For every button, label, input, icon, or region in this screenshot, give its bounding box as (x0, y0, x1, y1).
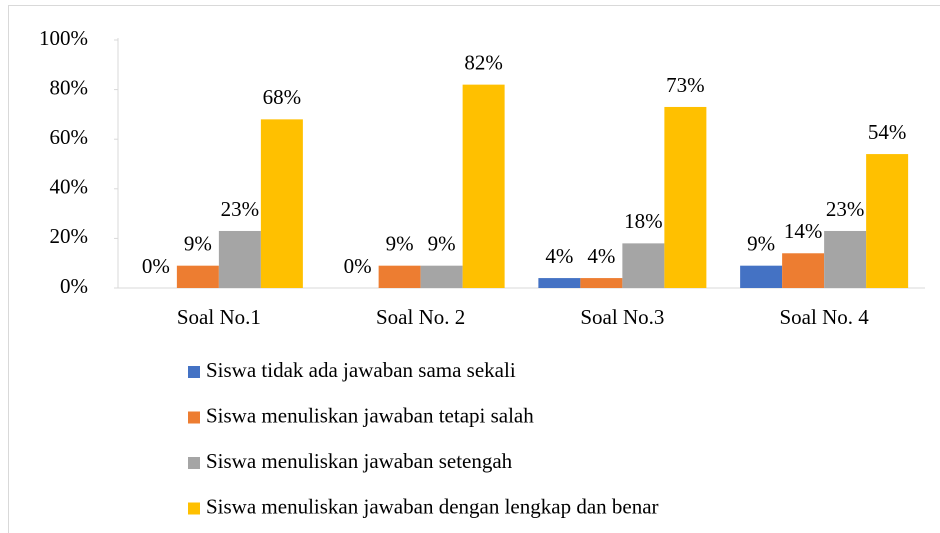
bar (260, 119, 303, 288)
x-tick-label: Soal No.3 (580, 305, 664, 329)
y-tick-label: 20% (50, 224, 89, 248)
data-label: 4% (587, 244, 615, 268)
bar (420, 265, 463, 288)
y-tick-label: 0% (60, 274, 88, 298)
x-tick-label: Soal No.1 (177, 305, 261, 329)
data-label: 18% (624, 209, 663, 233)
legend-label: Siswa menuliskan jawaban dengan lengkap … (206, 494, 659, 518)
x-tick-label: Soal No. 4 (780, 305, 870, 329)
data-label: 82% (464, 50, 503, 74)
bar (218, 230, 261, 288)
legend-label: Siswa menuliskan jawaban setengah (206, 449, 513, 473)
legend-swatch (188, 411, 200, 424)
data-label: 0% (344, 254, 372, 278)
legend-swatch (188, 502, 200, 515)
data-label: 9% (184, 231, 212, 255)
legend-label: Siswa menuliskan jawaban tetapi salah (206, 403, 534, 427)
data-label: 9% (386, 231, 414, 255)
chart-frame (8, 5, 940, 533)
data-label: 23% (221, 197, 260, 221)
data-label: 9% (747, 231, 775, 255)
data-label: 54% (868, 120, 907, 144)
legend-swatch (188, 457, 200, 469)
bar (740, 265, 783, 288)
data-label: 68% (263, 85, 302, 109)
x-tick-label: Soal No. 2 (376, 305, 465, 329)
data-label: 0% (142, 254, 170, 278)
y-tick-label: 100% (39, 26, 88, 50)
bar (866, 154, 909, 288)
bar (176, 265, 219, 288)
data-label: 14% (784, 219, 823, 243)
y-tick-label: 40% (50, 175, 89, 199)
y-tick-label: 60% (50, 125, 89, 149)
bar (664, 106, 707, 289)
bar (782, 253, 825, 288)
bar (580, 278, 623, 288)
bar (378, 265, 421, 288)
y-tick-label: 80% (50, 75, 89, 99)
legend-swatch (188, 366, 200, 378)
bar (462, 84, 505, 288)
bar (824, 230, 867, 288)
data-label: 4% (545, 244, 573, 268)
legend-label: Siswa tidak ada jawaban sama sekali (206, 358, 516, 382)
data-label: 73% (666, 73, 705, 97)
bar (538, 278, 581, 288)
data-label: 9% (428, 231, 456, 255)
bar (622, 243, 665, 288)
data-label: 23% (826, 197, 865, 221)
